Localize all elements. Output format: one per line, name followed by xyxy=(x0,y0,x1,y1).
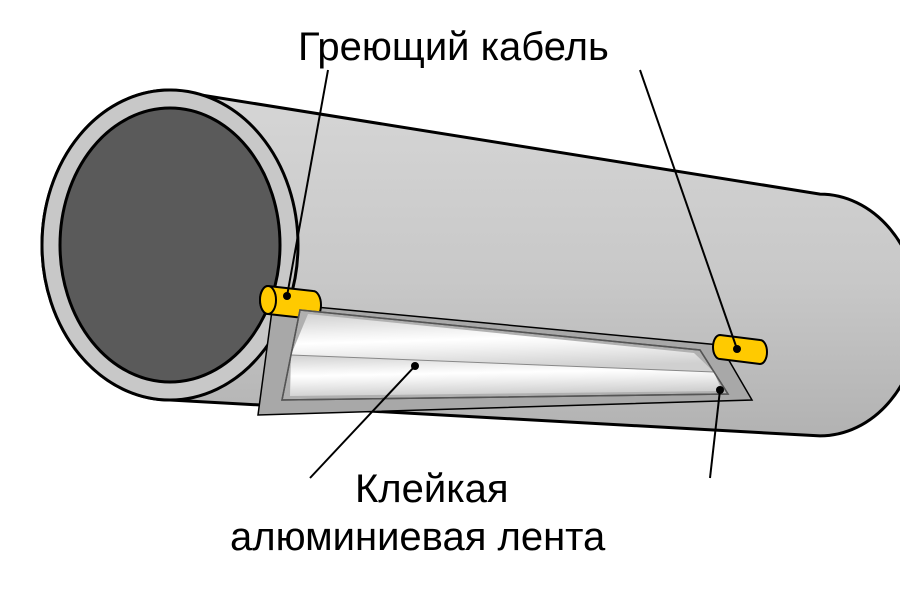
leader-cable-right-dot xyxy=(733,345,741,353)
label-heating-cable: Греющий кабель xyxy=(298,24,609,70)
leader-cable-left-dot xyxy=(283,292,291,300)
heating-cable-left-cap xyxy=(260,286,276,314)
diagram-stage: Греющий кабель Клейкая алюминиевая лента xyxy=(0,0,900,600)
pipe-face-inner xyxy=(60,108,280,382)
leader-tape-right-dot xyxy=(716,386,724,394)
label-tape-line2: алюминиевая лента xyxy=(230,514,605,560)
label-tape-line1: Клейкая xyxy=(355,466,509,512)
leader-tape-left-dot xyxy=(411,362,419,370)
